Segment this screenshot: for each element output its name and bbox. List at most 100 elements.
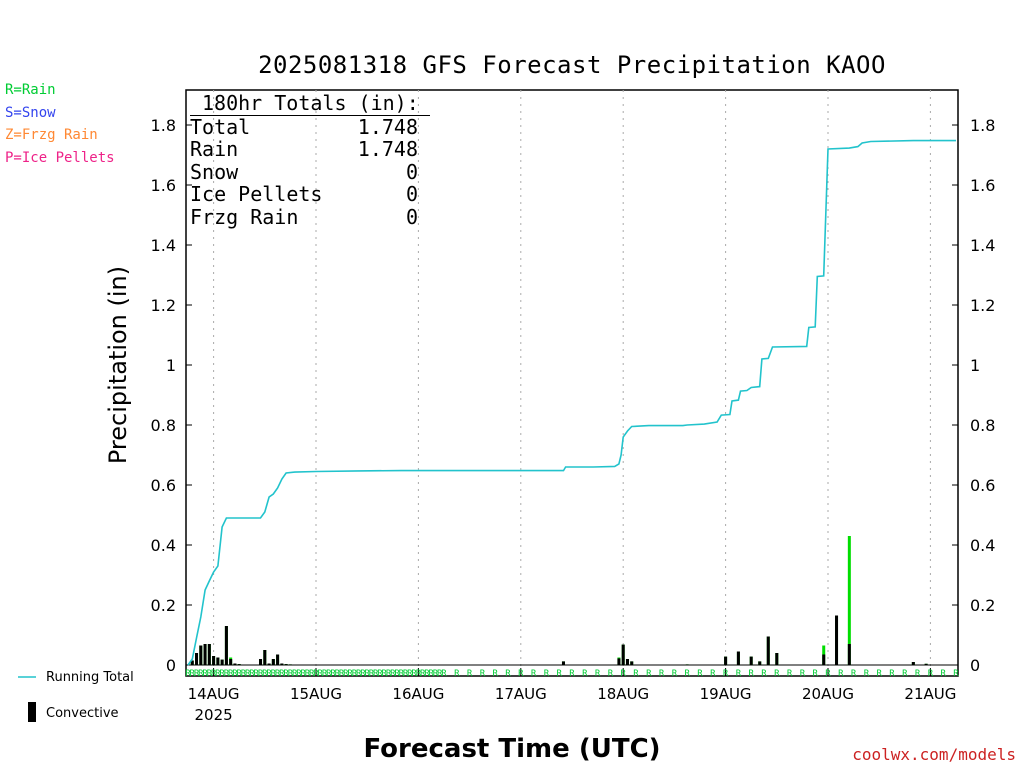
- precip-type-code: R: [902, 669, 908, 679]
- precip-type-code: R: [940, 669, 946, 679]
- precip-bar-convective: [625, 659, 629, 665]
- precip-bar-convective: [847, 644, 851, 665]
- y-tick-label: 1.6: [151, 176, 176, 195]
- precip-type-code: R: [454, 669, 460, 679]
- precip-type-code: R: [953, 669, 959, 679]
- precip-type-code: R: [915, 669, 921, 679]
- y-tick-label-right: 1.2: [970, 296, 995, 315]
- precip-type-code: R: [382, 669, 388, 679]
- precip-type-code: R: [369, 669, 375, 679]
- totals-row-value: 1.748: [357, 114, 418, 139]
- precip-type-code: R: [224, 669, 230, 679]
- precip-type-code: R: [292, 669, 298, 679]
- precip-type-code: R: [322, 669, 328, 679]
- precip-bar-convective: [835, 615, 839, 665]
- precip-type-code: R: [288, 669, 294, 679]
- totals-row-value: 1.748: [357, 137, 418, 162]
- y-axis-label: Precipitation (in): [104, 265, 132, 465]
- precip-type-code: R: [360, 669, 366, 679]
- precip-type-code: R: [838, 669, 844, 679]
- precip-bar-convective: [216, 657, 220, 665]
- totals-row: Total 1.748: [190, 114, 418, 139]
- precip-type-code: R: [215, 669, 221, 679]
- precip-type-code: R: [356, 669, 362, 679]
- precip-type-code: R: [262, 669, 268, 679]
- precip-bar-convective: [911, 662, 915, 665]
- x-axis-label: Forecast Time (UTC): [363, 734, 661, 764]
- precip-type-code: R: [335, 669, 341, 679]
- precip-bar-convective: [203, 644, 207, 665]
- precip-type-code: R: [296, 669, 302, 679]
- totals-row-label: Total: [190, 114, 251, 139]
- precip-type-code: R: [300, 669, 306, 679]
- precip-bar-total: [847, 536, 851, 665]
- precip-type-code: R: [787, 669, 793, 679]
- precip-type-code: R: [232, 669, 238, 679]
- precip-bar-convective: [280, 663, 284, 665]
- y-tick-label-right: 1.6: [970, 176, 995, 195]
- totals-row: Rain 1.748: [190, 138, 418, 161]
- precip-bar-convective: [685, 664, 689, 665]
- precip-type-code: R: [812, 669, 818, 679]
- precip-type-code: R: [343, 669, 349, 679]
- precip-bar-convective: [199, 645, 203, 665]
- precip-type-code: R: [202, 669, 208, 679]
- y-tick-label: 0.6: [151, 476, 176, 495]
- precip-type-code: R: [403, 669, 409, 679]
- precip-type-code: R: [283, 669, 289, 679]
- legend-type-1: S=Snow: [5, 104, 56, 121]
- totals-box: 180hr Totals (in): Total 1.748 Rain 1.748 Sn…: [190, 92, 430, 229]
- precip-type-code: R: [467, 669, 473, 679]
- y-tick-label: 1.2: [151, 296, 176, 315]
- y-tick-label: 0: [166, 656, 176, 675]
- precip-bar-convective: [267, 663, 271, 665]
- precip-type-code: R: [279, 669, 285, 679]
- convective-key-label: Convective: [46, 706, 119, 721]
- precip-type-code: R: [390, 669, 396, 679]
- precip-type-code: R: [531, 669, 537, 679]
- legend-type-2: Z=Frzg Rain: [5, 127, 98, 143]
- precip-bar-convective: [263, 650, 267, 665]
- totals-row: Snow 0: [190, 161, 418, 184]
- precip-type-code: R: [377, 669, 383, 679]
- running-total-key-label: Running Total: [46, 670, 134, 685]
- precip-type-code: R: [241, 669, 247, 679]
- totals-row-value: 0: [405, 182, 418, 207]
- precip-type-code: R: [249, 669, 255, 679]
- precip-type-code: R: [710, 669, 716, 679]
- x-tick-label: 16AUG: [392, 685, 444, 703]
- precip-type-code: R: [245, 669, 251, 679]
- precip-type-code: R: [864, 669, 870, 679]
- precip-type-code: R: [424, 669, 430, 679]
- precip-type-code: R: [437, 669, 443, 679]
- x-tick-label: 20AUG: [802, 685, 854, 703]
- y-tick-label-right: 0.6: [970, 476, 995, 495]
- x-tick-label: 18AUG: [597, 685, 649, 703]
- precip-type-code: R: [254, 669, 260, 679]
- precip-type-code: R: [433, 669, 439, 679]
- precip-type-code: R: [659, 669, 665, 679]
- precip-type-code: R: [211, 669, 217, 679]
- precip-type-code: R: [305, 669, 311, 679]
- precip-type-code: R: [544, 669, 550, 679]
- precip-type-code: R: [258, 669, 264, 679]
- totals-row: Frzg Rain 0: [190, 206, 418, 229]
- running-total-line: [187, 139, 956, 666]
- precip-type-code: R: [620, 669, 626, 679]
- precip-type-code: R: [352, 669, 358, 679]
- precip-type-code: R: [318, 669, 324, 679]
- precip-type-code: R: [185, 669, 191, 679]
- precip-bar-convective: [212, 656, 216, 665]
- precip-type-code: R: [889, 669, 895, 679]
- y-tick-label: 1: [166, 356, 176, 375]
- precip-type-code: R: [373, 669, 379, 679]
- y-tick-label: 0.8: [151, 416, 176, 435]
- precip-bar-convective: [766, 636, 770, 665]
- y-tick-label-right: 1.4: [970, 236, 995, 255]
- precip-type-code: R: [441, 669, 447, 679]
- precip-bar-convective: [749, 656, 753, 665]
- x-tick-label: 17AUG: [495, 685, 547, 703]
- x-tick-label: 19AUG: [700, 685, 752, 703]
- precip-type-code: R: [505, 669, 511, 679]
- precip-type-code: R: [608, 669, 614, 679]
